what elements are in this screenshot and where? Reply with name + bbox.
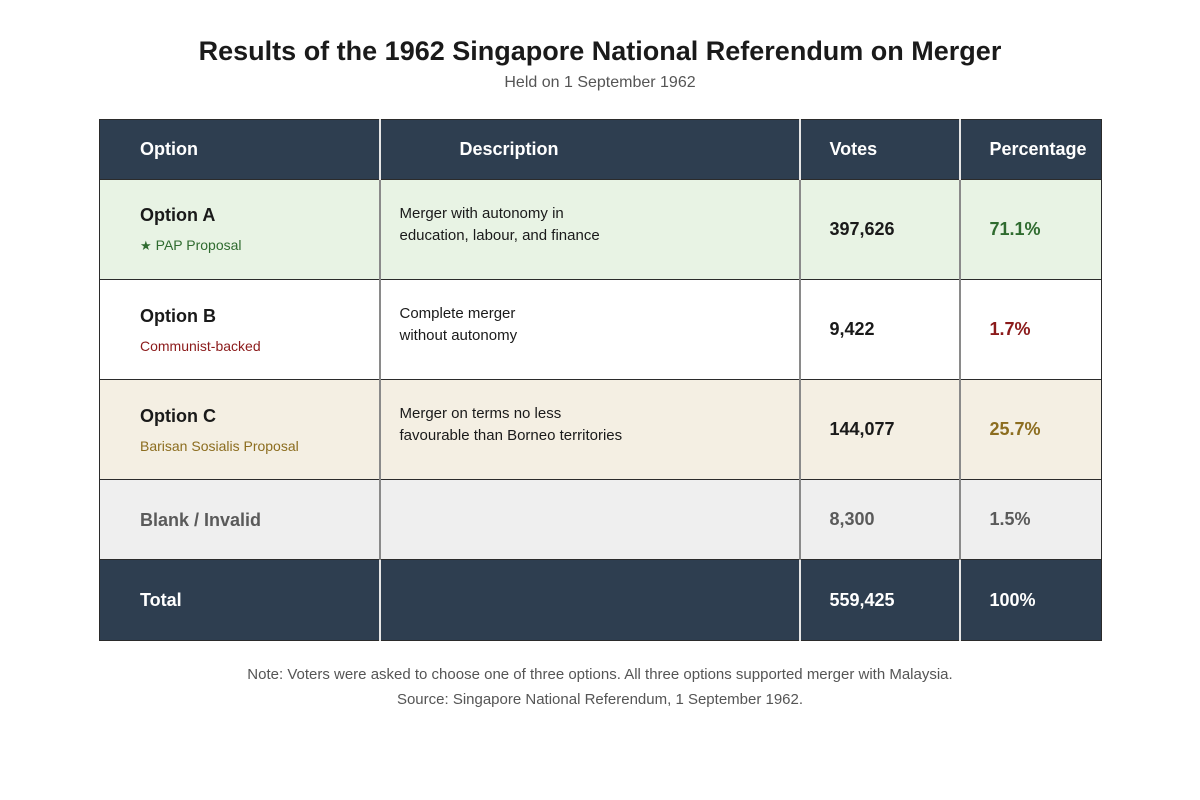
- option-cell: Option C Barisan Sosialis Proposal: [99, 379, 380, 480]
- page-subtitle: Held on 1 September 1962: [504, 74, 696, 91]
- total-percentage: 100%: [989, 589, 1036, 610]
- column-header-percentage: Percentage: [958, 119, 1102, 180]
- column-header-option: Option: [99, 119, 380, 180]
- total-label: Total: [140, 590, 182, 610]
- option-cell: Total: [99, 559, 380, 641]
- description-line: Merger with autonomy in: [399, 204, 564, 222]
- description-text: Merger on terms no less favourable than B…: [400, 403, 799, 447]
- column-header-description: Description: [378, 119, 800, 180]
- votes-value: 8,300: [829, 509, 875, 529]
- option-cell: Blank / Invalid: [99, 479, 380, 560]
- total-votes: 559,425: [829, 589, 895, 610]
- description-cell: Merger on terms no less favourable than B…: [378, 379, 800, 480]
- option-tag-label: PAP Proposal: [155, 237, 242, 253]
- table-row-option-a: Option A ★ PAP Proposal Merger with auton…: [99, 179, 1102, 280]
- description-line: Merger on terms no less: [399, 404, 562, 422]
- option-name: Option B: [140, 305, 216, 326]
- option-name: Option C: [140, 405, 216, 426]
- table-row-total: Total 559,425 100%: [99, 559, 1102, 641]
- table-row-option-b: Option B Communist-backed Complete merge…: [99, 279, 1102, 380]
- votes-cell: 397,626: [798, 179, 960, 280]
- option-tag: ★ PAP Proposal: [140, 236, 379, 255]
- footnote: Note: Voters were asked to choose one of…: [247, 666, 953, 683]
- percentage-value: 25.7%: [989, 419, 1041, 439]
- option-name: Blank / Invalid: [140, 509, 262, 530]
- option-cell: Option B Communist-backed: [99, 279, 380, 380]
- percentage-value: 71.1%: [989, 219, 1041, 239]
- percentage-cell: 71.1%: [958, 179, 1102, 280]
- votes-cell: 559,425: [798, 559, 960, 641]
- description-line: education, labour, and finance: [399, 226, 600, 244]
- description-text: Merger with autonomy in education, labour…: [400, 203, 799, 247]
- results-table: Option Description Votes Percentage Opti…: [99, 119, 1102, 641]
- description-cell: Merger with autonomy in education, labour…: [378, 179, 800, 280]
- percentage-cell: 1.7%: [958, 279, 1102, 380]
- votes-cell: 8,300: [798, 479, 960, 560]
- table-row-option-c: Option C Barisan Sosialis Proposal Merge…: [99, 379, 1102, 480]
- star-icon: ★: [140, 238, 152, 253]
- description-line: Complete merger: [399, 304, 516, 322]
- percentage-cell: 25.7%: [958, 379, 1102, 480]
- votes-value: 9,422: [829, 319, 875, 339]
- column-header-votes: Votes: [798, 119, 960, 180]
- option-tag: Barisan Sosialis Proposal: [140, 437, 299, 454]
- votes-value: 144,077: [829, 419, 895, 439]
- description-cell: [378, 559, 800, 641]
- percentage-cell: 100%: [958, 559, 1102, 641]
- description-text: Complete merger without autonomy: [400, 303, 799, 347]
- percentage-value: 1.5%: [989, 509, 1031, 529]
- description-cell: Complete merger without autonomy: [378, 279, 800, 380]
- percentage-value: 1.7%: [989, 319, 1031, 339]
- percentage-cell: 1.5%: [958, 479, 1102, 560]
- option-name: Option A: [140, 205, 216, 225]
- option-tag: Communist-backed: [140, 337, 261, 354]
- option-cell: Option A ★ PAP Proposal: [99, 179, 380, 280]
- table-row-blank-invalid: Blank / Invalid 8,300 1.5%: [99, 479, 1102, 560]
- description-cell: [378, 479, 800, 560]
- votes-value: 397,626: [829, 219, 895, 239]
- description-line: favourable than Borneo territories: [399, 426, 623, 444]
- source-citation: Source: Singapore National Referendum, 1…: [396, 691, 804, 708]
- table-header-row: Option Description Votes Percentage: [99, 119, 1102, 180]
- page-title: Results of the 1962 Singapore National R…: [198, 36, 1002, 66]
- votes-cell: 144,077: [798, 379, 960, 480]
- votes-cell: 9,422: [798, 279, 960, 380]
- description-line: without autonomy: [399, 326, 518, 344]
